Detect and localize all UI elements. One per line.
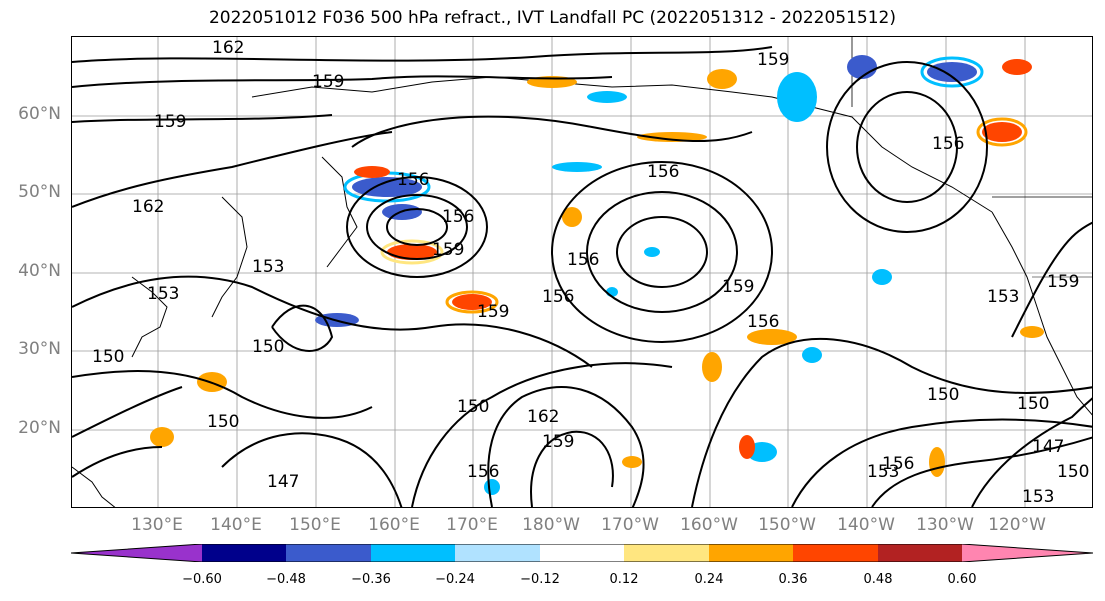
contour-label: 156	[882, 454, 914, 474]
contour-label: 153	[987, 287, 1019, 307]
lon-label: 160°E	[368, 515, 420, 535]
contour-label: 159	[432, 240, 464, 260]
contour-label: 156	[647, 162, 679, 182]
lon-label: 150°W	[758, 515, 816, 535]
contour-labels: 162 159 159 159 162 156 156 159 156 156 …	[92, 38, 1089, 507]
lon-label: 170°W	[601, 515, 659, 535]
colorbar-segment	[793, 544, 878, 562]
contour-label: 150	[927, 385, 959, 405]
colorbar-tick: −0.36	[351, 572, 391, 587]
contour-label: 156	[747, 312, 779, 332]
contour-label: 156	[567, 250, 599, 270]
contour-label: 156	[932, 134, 964, 154]
contour-label: 162	[132, 197, 164, 217]
colorbar-tick: −0.24	[435, 572, 475, 587]
lat-label-60n: 60°N	[18, 104, 61, 124]
contour-label: 150	[92, 347, 124, 367]
coastlines	[72, 37, 1092, 507]
colorbar-tick: 0.24	[694, 572, 724, 587]
contour-label: 162	[527, 407, 559, 427]
lon-label: 180°W	[522, 515, 580, 535]
lon-label: 170°E	[446, 515, 498, 535]
lat-label-30n: 30°N	[18, 339, 61, 359]
colorbar-tick: 0.12	[609, 572, 639, 587]
colorbar-tick: 0.48	[863, 572, 893, 587]
lon-label: 130°W	[916, 515, 974, 535]
graticule	[72, 37, 1092, 507]
colorbar-segment	[540, 544, 624, 562]
lon-label: 160°W	[680, 515, 738, 535]
contour-label: 147	[1032, 437, 1064, 457]
contour-label: 150	[1017, 394, 1049, 414]
colorbar-segment	[709, 544, 793, 562]
lon-label: 130°E	[131, 515, 183, 535]
contour-label: 153	[252, 257, 284, 277]
colorbar-segment	[624, 544, 709, 562]
contour-label: 159	[1047, 272, 1079, 292]
refractivity-contours	[72, 46, 1092, 507]
colorbar-tick: 0.36	[778, 572, 808, 587]
colorbar-segment	[371, 544, 455, 562]
contour-label: 162	[212, 38, 244, 58]
contour-label: 150	[252, 337, 284, 357]
contour-label: 150	[1057, 462, 1089, 482]
contour-label: 147	[267, 472, 299, 492]
contour-label: 156	[442, 207, 474, 227]
lon-label: 140°W	[837, 515, 895, 535]
contour-label: 156	[467, 462, 499, 482]
lat-label-20n: 20°N	[18, 418, 61, 438]
colorbar-tick: 0.60	[947, 572, 977, 587]
map-panel: 162 159 159 159 162 156 156 159 156 156 …	[71, 36, 1093, 508]
lon-label: 150°E	[289, 515, 341, 535]
colorbar	[71, 544, 1093, 562]
colorbar-tick: −0.48	[266, 572, 306, 587]
lon-label: 120°W	[988, 515, 1046, 535]
contour-label: 159	[477, 302, 509, 322]
lat-label-40n: 40°N	[18, 261, 61, 281]
contour-label: 159	[757, 50, 789, 70]
contour-label: 159	[542, 432, 574, 452]
contour-label: 156	[397, 170, 429, 190]
lat-label-50n: 50°N	[18, 182, 61, 202]
colorbar-segment-extend-high	[962, 544, 1093, 562]
contour-label: 150	[457, 397, 489, 417]
colorbar-tick: −0.12	[520, 572, 560, 587]
contour-label: 159	[312, 72, 344, 92]
lon-label: 140°E	[210, 515, 262, 535]
map-canvas: 162 159 159 159 162 156 156 159 156 156 …	[72, 37, 1092, 507]
contour-label: 153	[147, 284, 179, 304]
colorbar-segment	[286, 544, 371, 562]
map-title: 2022051012 F036 500 hPa refract., IVT La…	[208, 8, 896, 28]
contour-label: 159	[154, 112, 186, 132]
contour-label: 159	[722, 277, 754, 297]
colorbar-tick: −0.60	[182, 572, 222, 587]
colorbar-segment-extend-low	[71, 544, 202, 562]
contour-label: 153	[1022, 487, 1054, 507]
contour-label: 153	[867, 462, 899, 482]
contour-label: 156	[542, 287, 574, 307]
colorbar-segment	[202, 544, 286, 562]
colorbar-segment	[455, 544, 540, 562]
shaded-anomalies	[150, 55, 1044, 495]
colorbar-segment	[878, 544, 962, 562]
contour-label: 150	[207, 412, 239, 432]
